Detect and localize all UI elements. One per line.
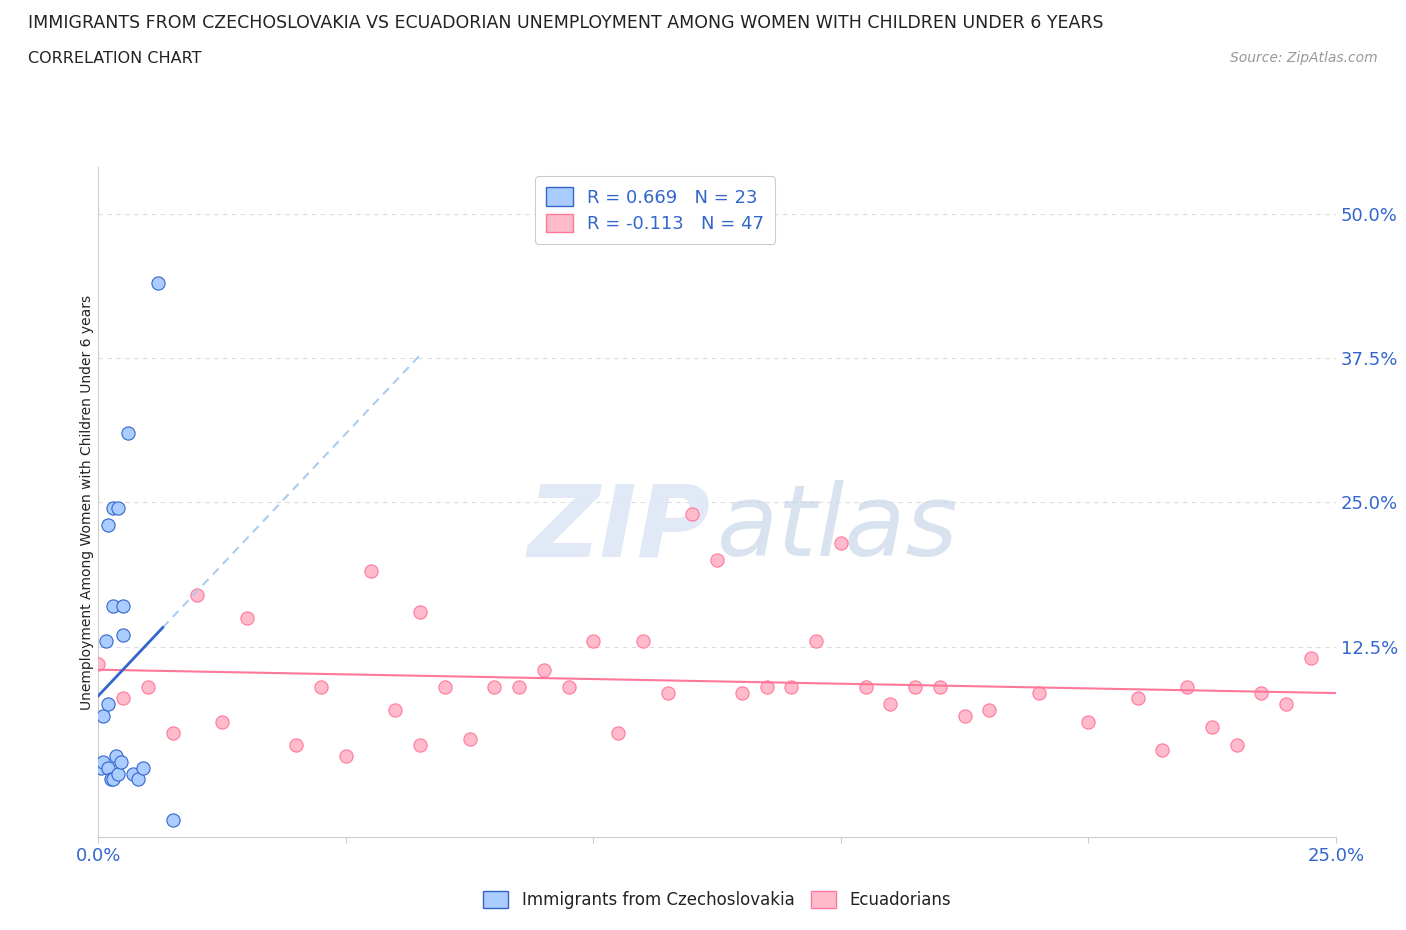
Point [508,680,530,695]
Point [162,812,184,827]
Text: IMMIGRANTS FROM CZECHOSLOVAKIA VS ECUADORIAN UNEMPLOYMENT AMONG WOMEN WITH CHILD: IMMIGRANTS FROM CZECHOSLOVAKIA VS ECUADO… [28,14,1104,32]
Text: CORRELATION CHART: CORRELATION CHART [28,51,201,66]
Point [90,761,112,776]
Point [484,680,506,695]
Point [93,709,115,724]
Point [146,275,169,290]
Point [780,680,803,695]
Point [97,697,120,711]
Point [1028,685,1050,700]
Point [458,731,481,746]
Point [211,714,233,729]
Point [107,500,129,515]
Point [433,680,456,695]
Point [1226,737,1249,752]
Text: Source: ZipAtlas.com: Source: ZipAtlas.com [1230,51,1378,65]
Point [309,680,332,695]
Text: ZIP: ZIP [527,481,711,578]
Point [122,766,145,781]
Point [103,772,125,787]
Point [1250,685,1272,700]
Point [236,610,259,625]
Point [879,697,901,711]
Y-axis label: Unemployment Among Women with Children Under 6 years: Unemployment Among Women with Children U… [80,295,94,710]
Point [1275,697,1298,711]
Point [731,685,754,700]
Point [110,754,132,769]
Legend: Immigrants from Czechoslovakia, Ecuadorians: Immigrants from Czechoslovakia, Ecuadori… [477,884,957,916]
Point [1201,720,1223,735]
Point [335,749,357,764]
Point [755,680,778,695]
Point [97,761,120,776]
Point [127,772,149,787]
Point [1152,743,1174,758]
Point [186,587,208,602]
Point [1126,691,1149,706]
Point [94,633,117,648]
Point [533,662,555,677]
Point [93,754,115,769]
Point [360,564,382,578]
Point [409,737,432,752]
Point [1175,680,1198,695]
Point [1077,714,1099,729]
Point [285,737,308,752]
Point [104,749,127,764]
Point [103,599,125,614]
Point [804,633,827,648]
Point [132,761,155,776]
Point [136,680,159,695]
Point [107,766,129,781]
Point [409,604,432,619]
Point [631,633,654,648]
Point [953,709,976,724]
Point [904,680,927,695]
Point [384,702,406,717]
Point [100,772,122,787]
Point [681,506,703,521]
Point [97,518,120,533]
Point [706,552,728,567]
Point [657,685,679,700]
Text: atlas: atlas [717,481,959,578]
Point [979,702,1001,717]
Point [117,426,139,441]
Point [112,599,135,614]
Point [1299,651,1322,666]
Point [607,725,630,740]
Point [830,535,852,550]
Point [87,657,110,671]
Point [557,680,579,695]
Point [855,680,877,695]
Point [112,691,135,706]
Point [112,628,135,643]
Point [162,725,184,740]
Point [928,680,950,695]
Point [582,633,605,648]
Point [103,500,125,515]
